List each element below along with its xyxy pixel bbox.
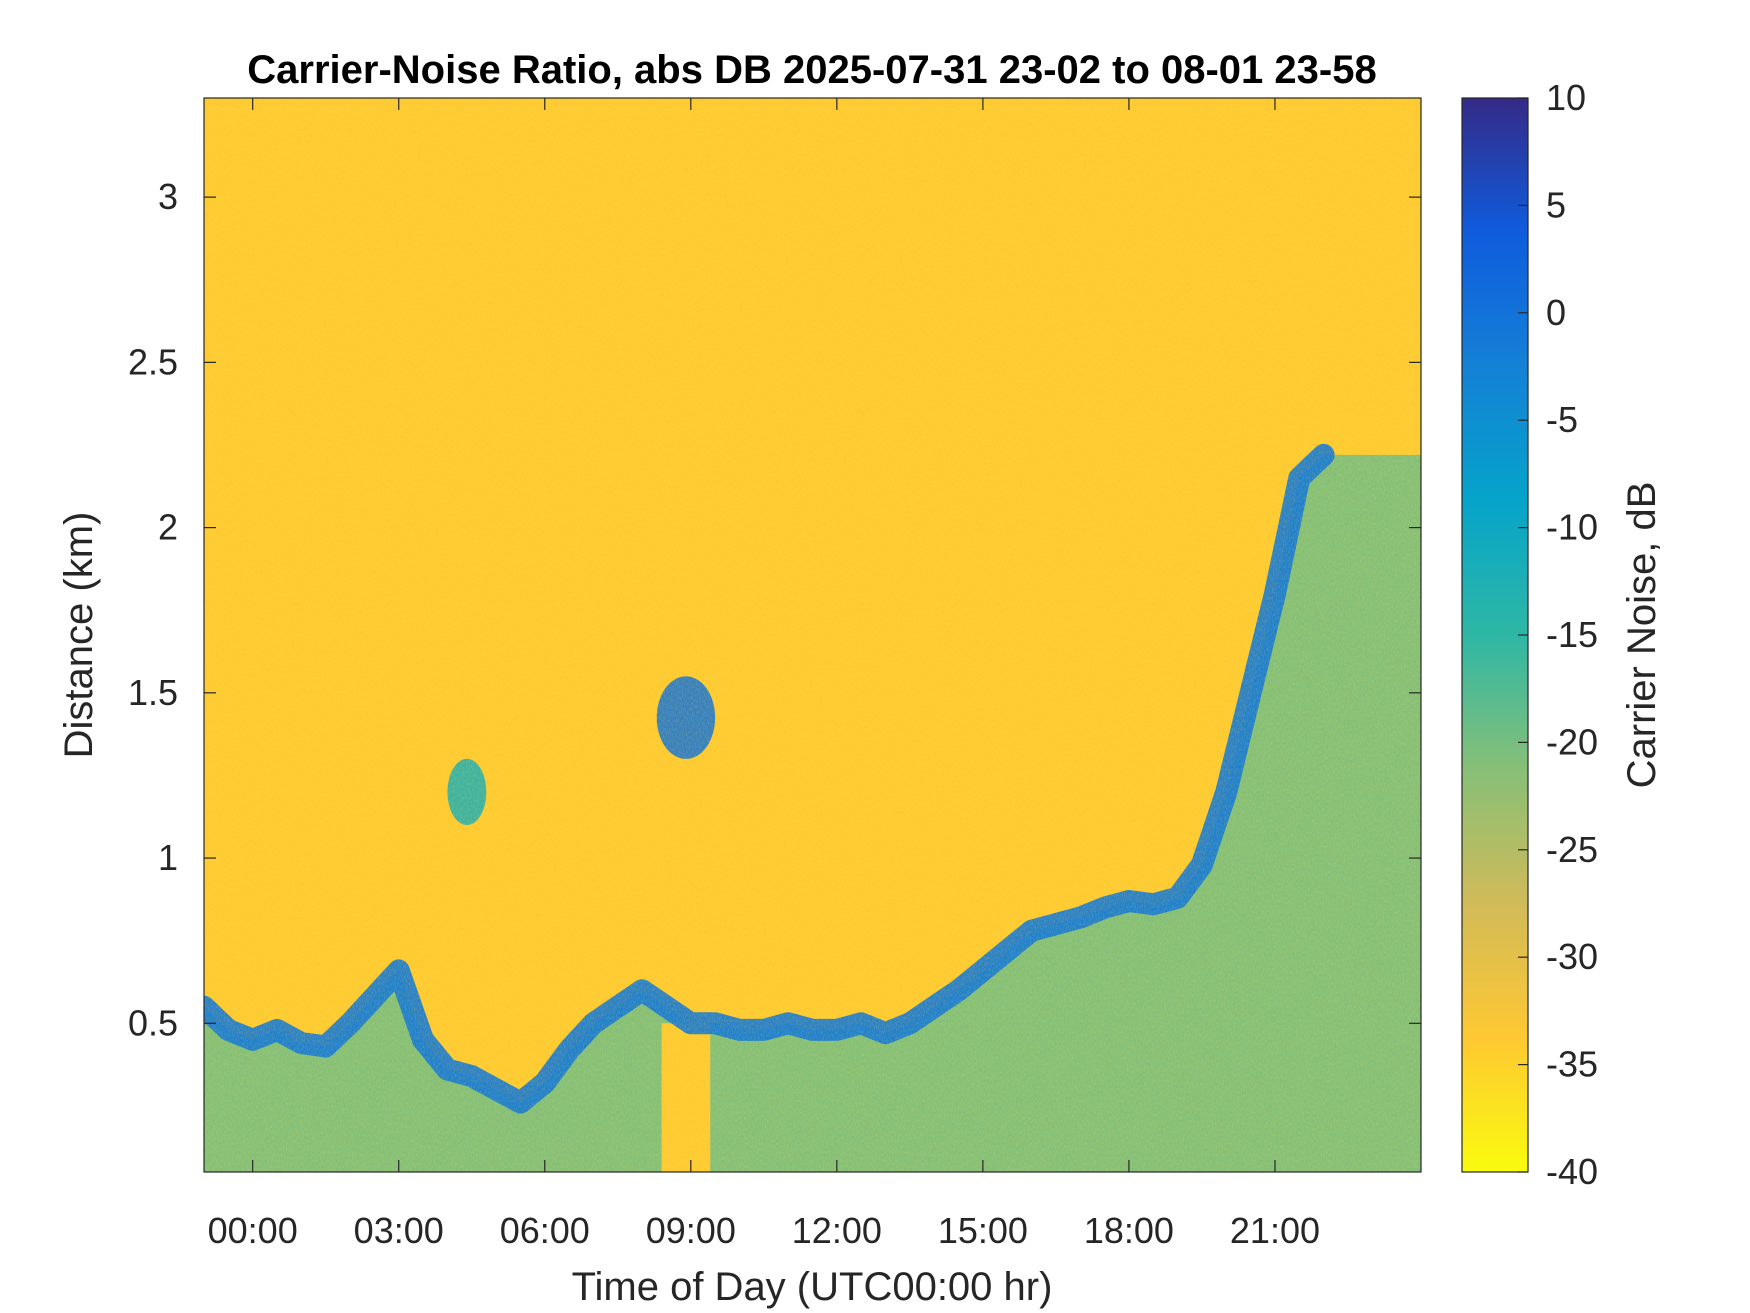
y-tick-label: 2 [158,507,178,548]
plot-area [204,98,1421,1172]
colorbar-tick-label: -5 [1546,399,1578,440]
colorbar-tick-label: -30 [1546,936,1598,977]
x-tick-label: 03:00 [354,1210,444,1251]
chart-title: Carrier-Noise Ratio, abs DB 2025-07-31 2… [247,48,1376,92]
x-tick-label: 21:00 [1230,1210,1320,1251]
x-tick-label: 06:00 [500,1210,590,1251]
colorbar-tick-label: -25 [1546,829,1598,870]
y-axis-label: Distance (km) [57,512,101,759]
x-tick-label: 18:00 [1084,1210,1174,1251]
colorbar [1461,97,1529,1173]
colorbar-tick-label: -10 [1546,507,1598,548]
colorbar-label: Carrier Noise, dB [1620,482,1664,789]
y-tick-label: 1 [158,837,178,878]
colorbar-tick-label: -35 [1546,1044,1598,1085]
y-tick-label: 0.5 [128,1002,178,1043]
y-tick-label: 2.5 [128,341,178,382]
y-axis: 0.5 1 1.5 2 2.5 3 [128,176,1421,1043]
colorbar-tick-label: -15 [1546,614,1598,655]
x-tick-label: 12:00 [792,1210,882,1251]
x-axis-label: Time of Day (UTC00:00 hr) [572,1265,1053,1309]
colorbar-tick-label: 0 [1546,292,1566,333]
colorbar-tick-label: 5 [1546,184,1566,225]
colorbar-axis: 10 5 0 -5 -10 -15 -20 -25 -30 -35 -40 [1518,77,1598,1192]
x-tick-label: 00:00 [208,1210,298,1251]
plot-frame [203,97,1422,1173]
colorbar-tick-label: -40 [1546,1151,1598,1192]
y-tick-label: 1.5 [128,672,178,713]
colorbar-tick-label: -20 [1546,721,1598,762]
y-tick-label: 3 [158,176,178,217]
x-axis: 00:00 03:00 06:00 09:00 12:00 15:00 18:00 21:00 [208,98,1320,1251]
x-tick-label: 15:00 [938,1210,1028,1251]
colorbar-tick-label: 10 [1546,77,1586,118]
x-tick-label: 09:00 [646,1210,736,1251]
noise-texture-dark [204,98,1421,1172]
